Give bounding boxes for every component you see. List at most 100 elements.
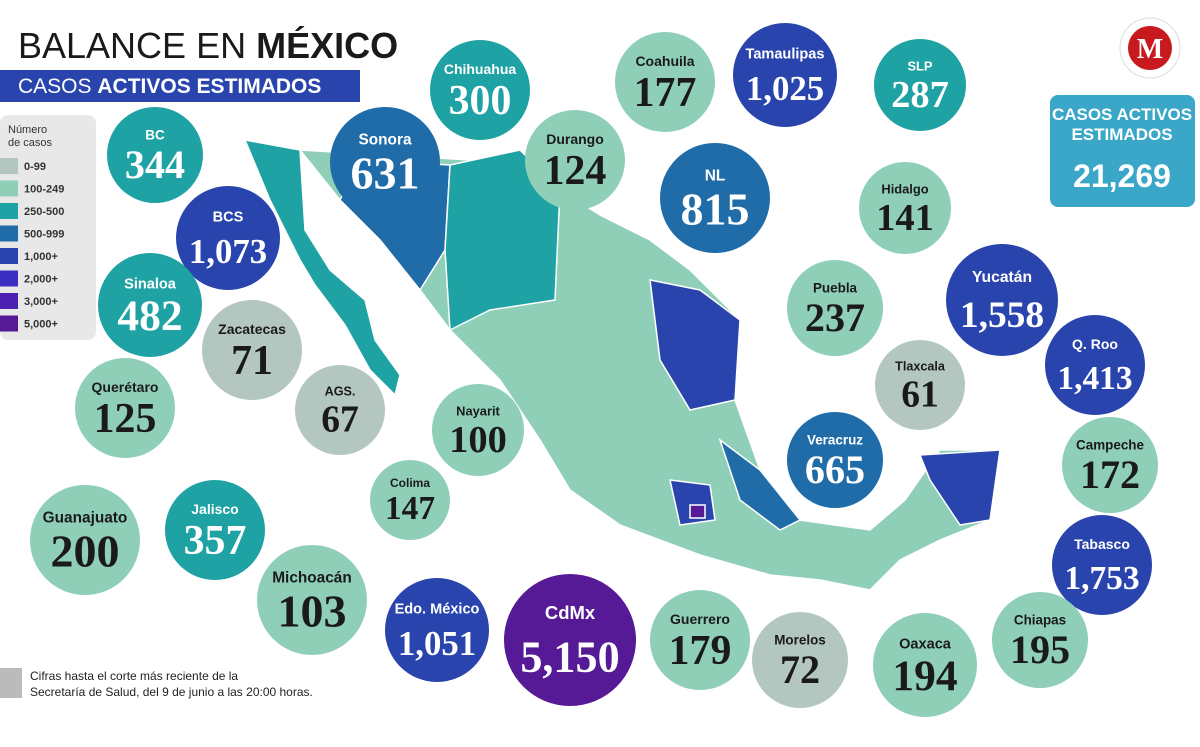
state-bubble: Yucatán 1,558 (946, 244, 1058, 356)
state-bubble: Tabasco 1,753 (1052, 515, 1152, 615)
legend-label: 5,000+ (24, 319, 58, 331)
state-cases: 125 (94, 396, 157, 442)
state-name: Chiapas (1014, 613, 1066, 628)
legend-title-line: Número (8, 124, 47, 136)
subtitle-bar (0, 70, 360, 102)
baja-california (243, 139, 401, 397)
bubble (525, 110, 625, 210)
bubble (752, 612, 848, 708)
bubble (650, 590, 750, 690)
legend-swatch (0, 293, 18, 309)
state-cases: 141 (876, 197, 934, 239)
state-name: CdMx (545, 602, 596, 623)
state-cases: 179 (669, 628, 732, 674)
legend-swatch (0, 180, 18, 197)
state-cases: 1,413 (1057, 360, 1132, 397)
bubble (875, 340, 965, 430)
legend-label: 250-500 (24, 206, 64, 218)
legend-swatch (0, 248, 18, 264)
bubble (330, 107, 440, 217)
bubble (295, 365, 385, 455)
bubble (1045, 315, 1145, 415)
state-cases: 103 (278, 585, 347, 636)
state-name: Sonora (358, 131, 411, 148)
state-cases: 631 (351, 147, 420, 198)
state-name: Durango (546, 131, 604, 147)
state-bubble: Q. Roo 1,413 (1045, 315, 1145, 415)
state-cases: 100 (449, 419, 507, 461)
legend-swatch (0, 225, 18, 242)
state-name: SLP (907, 58, 932, 73)
state-cases: 71 (231, 338, 273, 384)
legend-label: 100-249 (24, 184, 64, 196)
state-cases: 1,051 (398, 624, 476, 663)
bubble (859, 162, 951, 254)
bubble (385, 578, 489, 682)
state-cases: 1,753 (1064, 560, 1139, 597)
state-cases: 287 (891, 74, 949, 116)
state-name: Tamaulipas (746, 46, 825, 62)
bubble (430, 40, 530, 140)
veracruz-region (718, 437, 802, 531)
total-box (1050, 95, 1195, 207)
state-bubble: Edo. México 1,051 (385, 578, 489, 682)
bubble (98, 253, 202, 357)
bubble (787, 412, 883, 508)
state-name: Veracruz (807, 433, 863, 448)
legend-label: 1,000+ (24, 251, 58, 263)
legend-label: 2,000+ (24, 274, 58, 286)
bubble (874, 39, 966, 131)
state-cases: 147 (385, 490, 435, 527)
total-label-line: ESTIMADOS (1071, 125, 1172, 144)
title-light: BALANCE EN (18, 25, 246, 66)
state-name: Jalisco (191, 501, 238, 517)
legend-swatch (0, 203, 18, 219)
state-cases: 1,073 (189, 232, 267, 271)
state-bubbles: Chihuahua300Sonora631Coahuila177Tamaulip… (30, 23, 1158, 717)
bubble (733, 23, 837, 127)
legend-label: 500-999 (24, 229, 64, 241)
state-name: Puebla (813, 281, 858, 296)
legend-swatch (0, 270, 18, 287)
bubble (787, 260, 883, 356)
state-cases: 172 (1080, 452, 1140, 497)
footnote-line: Secretaría de Salud, del 9 de junio a la… (30, 685, 313, 699)
state-cases: 357 (184, 518, 247, 564)
state-name: Tlaxcala (895, 360, 946, 374)
bubble (504, 574, 636, 706)
total-value: 21,269 (1073, 158, 1171, 194)
title-bold: MÉXICO (256, 25, 398, 66)
bubble (992, 592, 1088, 688)
map (243, 139, 1001, 591)
state-name: AGS. (325, 385, 356, 399)
legend-swatch (0, 158, 18, 174)
legend-title: Número de casos (8, 124, 53, 149)
state-cases: 67 (321, 399, 359, 441)
state-cases: 5,150 (520, 633, 619, 682)
legend-swatch (0, 315, 18, 332)
state-cases: 177 (634, 70, 697, 116)
state-cases: 194 (892, 652, 957, 700)
legend-label: 0-99 (24, 161, 46, 173)
footnote-line: Cifras hasta el corte más reciente de la (30, 669, 238, 683)
total-label: CASOS ACTIVOS ESTIMADOS (1052, 105, 1192, 144)
bubble (946, 244, 1058, 356)
logo-letter: M (1137, 34, 1163, 65)
bubble (176, 186, 280, 290)
bubble (107, 107, 203, 203)
